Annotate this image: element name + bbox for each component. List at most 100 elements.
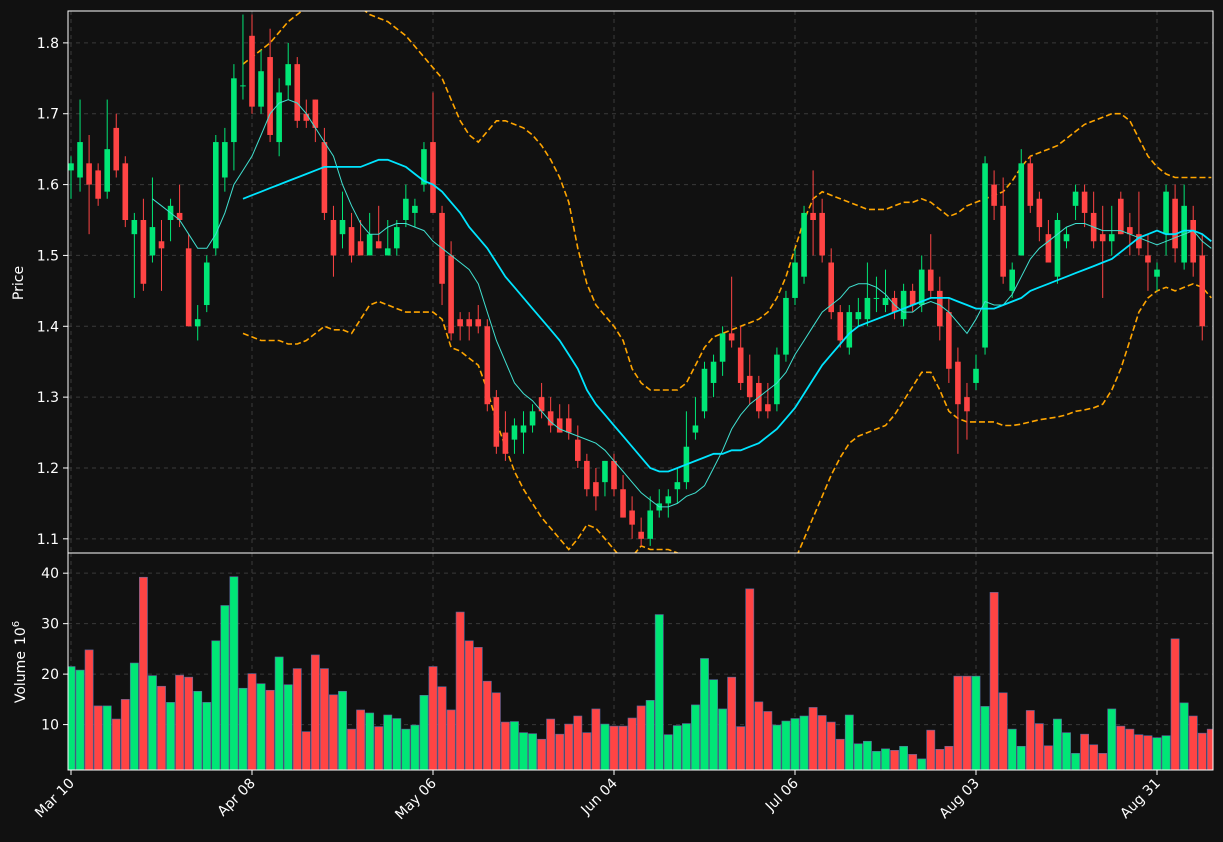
volume-tick-label: 10 — [41, 718, 59, 734]
candle-body — [113, 127, 120, 171]
volume-bar — [1179, 702, 1189, 770]
candle-body — [810, 212, 816, 221]
candle-body — [1136, 234, 1142, 249]
candle-body — [620, 489, 626, 518]
volume-bar — [591, 708, 601, 770]
candle-body — [765, 404, 771, 412]
candle-body — [955, 361, 961, 405]
volume-bar — [419, 695, 429, 770]
candle-body — [394, 227, 400, 249]
volume-bar — [211, 640, 221, 770]
volume-bar — [564, 723, 574, 770]
candle-body — [267, 57, 273, 135]
candle-body — [801, 212, 807, 277]
volume-bar — [75, 669, 85, 770]
price-tick-label: 1.4 — [37, 319, 59, 335]
volume-bar — [1071, 753, 1080, 770]
volume-bar — [428, 666, 438, 770]
volume-bar — [519, 732, 528, 770]
candle-body — [647, 510, 653, 539]
volume-bar — [148, 675, 157, 770]
volume-bar — [139, 576, 148, 770]
volume-bar — [1025, 710, 1035, 770]
volume-bar — [718, 708, 727, 770]
candle-body — [1054, 220, 1061, 277]
candle-body — [1145, 255, 1151, 263]
volume-bar — [1034, 723, 1044, 770]
candle-body — [855, 312, 862, 320]
volume-bar — [410, 724, 420, 770]
candle-body — [837, 312, 844, 341]
candle-body — [493, 397, 500, 447]
volume-bar — [835, 738, 845, 770]
volume-bar — [500, 721, 510, 770]
volume-bar — [202, 702, 212, 770]
candle-body — [375, 241, 382, 249]
bollinger-bands — [242, 11, 1212, 553]
volume-bar — [681, 723, 691, 770]
candle-body — [185, 248, 192, 327]
volume-bar — [68, 666, 76, 770]
candle-body — [1000, 205, 1006, 277]
candle-body — [457, 319, 463, 327]
volume-bar — [238, 687, 248, 770]
volume-bar — [573, 715, 583, 770]
candle-body — [946, 312, 952, 369]
candle-body — [339, 220, 346, 235]
volume-bar — [1044, 745, 1053, 770]
candle-body — [77, 142, 83, 178]
candle-body — [330, 220, 337, 256]
candle-body — [502, 432, 509, 454]
volume-bar — [528, 733, 537, 770]
candle-body — [1172, 198, 1178, 249]
candle-body — [104, 149, 110, 192]
candle-body — [203, 262, 210, 306]
volume-bar — [582, 732, 592, 770]
volume-bar — [546, 718, 556, 770]
volume-bar — [772, 724, 782, 770]
volume-bar — [1016, 745, 1026, 770]
price-axis-label: Price — [11, 266, 27, 300]
volume-bar — [283, 684, 293, 770]
volume-bar — [1089, 744, 1099, 770]
candle-body — [1199, 255, 1206, 327]
volume-bar — [826, 721, 836, 770]
volume-bar — [872, 751, 881, 770]
candle-body — [710, 361, 717, 383]
volume-axis-exponent-power: 6 — [11, 621, 22, 627]
candle-body — [927, 269, 934, 291]
volume-bar — [301, 731, 311, 770]
volume-bar — [292, 668, 302, 770]
candle-body — [538, 397, 545, 412]
candle-body — [1018, 163, 1025, 256]
volume-bar — [537, 738, 546, 770]
volume-bar — [663, 734, 673, 770]
volume-bar — [1188, 715, 1198, 770]
volume-bar — [102, 705, 112, 770]
volume-tick-label: 40 — [41, 566, 59, 582]
candle-body — [973, 368, 979, 383]
candle-body — [1127, 227, 1133, 235]
candle-body — [1063, 234, 1070, 242]
candle-body — [403, 198, 409, 221]
volume-bar — [84, 649, 94, 770]
volume-bar — [1143, 735, 1153, 770]
volume-bar — [265, 689, 275, 770]
candle-body — [249, 35, 255, 107]
volume-bar — [184, 676, 194, 770]
candle-body — [737, 347, 744, 383]
candle-body — [258, 71, 264, 107]
candle-body — [484, 326, 491, 405]
candle-body — [692, 425, 699, 433]
volume-bar — [917, 758, 927, 770]
candle-body — [348, 227, 355, 256]
candle-body — [991, 184, 997, 206]
volume-bar — [1197, 732, 1207, 770]
volume-bar — [383, 714, 393, 770]
volume-bar — [736, 726, 746, 770]
candle-body — [321, 142, 328, 213]
volume-bar — [700, 658, 709, 770]
volume-bar — [329, 694, 338, 770]
price-tick-label: 1.2 — [37, 461, 59, 477]
